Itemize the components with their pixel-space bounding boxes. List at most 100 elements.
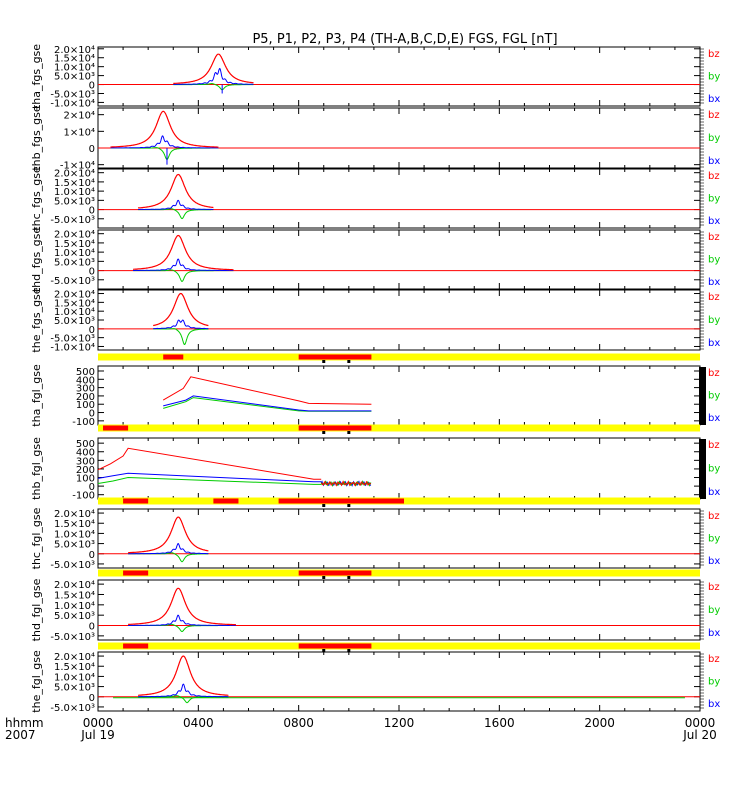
y-tick-label: 5.0×10³ [54, 316, 95, 327]
series-by [153, 328, 209, 345]
y-tick-label: -100 [72, 417, 95, 428]
y-axis-label: the_fgs_gse [30, 287, 43, 352]
legend-bz: bz [708, 511, 720, 522]
panel-frame [97, 107, 701, 169]
y-tick-label: 0 [89, 206, 95, 217]
y-tick-label: 0 [89, 622, 95, 633]
status-bar-segment [123, 498, 149, 504]
y-tick-label: 2.0×10⁴ [54, 169, 95, 180]
y-axis-label: thd_fgl_gse [30, 578, 43, 641]
series-by [97, 476, 322, 485]
status-bar-segment [298, 425, 372, 431]
time-axis-label-hhmm: hhmm [5, 716, 44, 730]
series-bz [97, 447, 322, 480]
y-tick-label: 2.0×10⁴ [54, 580, 95, 591]
series-bz [162, 376, 372, 405]
y-axis-label: thb_fgs_gse [30, 105, 43, 171]
y-tick-label: -5.0×10³ [50, 334, 95, 345]
legend-bz: bz [708, 368, 720, 379]
legend-by: by [708, 133, 720, 144]
series-bx [153, 319, 209, 330]
y-tick-label: 1.5×10⁴ [54, 54, 95, 65]
series-by [138, 208, 214, 220]
y-tick-label: 500 [76, 439, 95, 450]
status-bar-segment [163, 354, 184, 360]
y-tick-label: 200 [76, 465, 95, 476]
y-tick-label: 5.0×10³ [54, 196, 95, 207]
series-bz [152, 292, 209, 327]
y-tick-label: 0 [89, 482, 95, 493]
y-tick-label: -5.0×10³ [50, 703, 95, 714]
series-bx [173, 67, 254, 85]
y-tick-label: 300 [76, 384, 95, 395]
status-bar-marker [322, 504, 326, 507]
panel-thb_fgs_gse: 2×10⁴ 1×10⁴ 0 -1×10⁴ thb_fgs_gse bz by bx [30, 105, 720, 172]
status-bar-segment [298, 643, 372, 649]
panel-frame [97, 365, 701, 426]
status-bar-marker [322, 360, 326, 363]
noise-series [320, 480, 372, 488]
y-tick-label: 0 [89, 409, 95, 420]
y-tick-label: 1.0×10⁴ [54, 248, 95, 259]
panel-frame [97, 46, 701, 107]
status-bar-marker [322, 576, 326, 579]
legend-bz: bz [708, 582, 720, 593]
series-bz [138, 655, 229, 696]
legend-by: by [708, 315, 720, 326]
series-bz [128, 587, 236, 626]
panel-tha_fgs_gse: 2.0×10⁴1.5×10⁴1.0×10⁴5.0×10³0-5.0×10³-1.… [30, 44, 720, 110]
legend-bx: bx [708, 699, 720, 710]
y-tick-label: 1.0×10⁴ [54, 529, 95, 540]
legend-bz: bz [708, 49, 720, 60]
y-tick-label: 0 [89, 81, 95, 92]
status-bar-segment [103, 425, 129, 431]
y-tick-label: -5.0×10³ [50, 560, 95, 571]
series-bz [173, 53, 254, 84]
right-block [699, 367, 706, 425]
y-tick-label: 0 [89, 325, 95, 336]
y-tick-label: 300 [76, 456, 95, 467]
x-tick-label: 0800 [283, 716, 314, 730]
x-tick-date: Jul 19 [80, 728, 115, 742]
status-bar [98, 353, 700, 361]
y-tick-label: 1.0×10⁴ [54, 672, 95, 683]
status-bar-marker [347, 649, 351, 652]
y-tick-label: 1.0×10⁴ [54, 307, 95, 318]
legend-bz: bz [708, 110, 720, 121]
series-by [133, 269, 234, 282]
legend-bx: bx [708, 277, 720, 288]
status-bar-marker [347, 431, 351, 434]
series-bx [138, 683, 229, 698]
noise-series [320, 480, 372, 487]
x-tick-label: 1200 [384, 716, 415, 730]
legend-bz: bz [708, 171, 720, 182]
legend-by: by [708, 534, 720, 545]
panel-frame [97, 289, 701, 351]
legend-bx: bx [708, 216, 720, 227]
series-bx [138, 199, 214, 210]
legend-bx: bx [708, 413, 720, 424]
status-bar-marker [322, 431, 326, 434]
status-bar-marker [322, 649, 326, 652]
y-tick-label: 1.0×10⁴ [54, 63, 95, 74]
series-bx [133, 258, 234, 271]
panel-frame [97, 437, 701, 500]
time-axis-label-year: 2007 [5, 728, 36, 742]
y-tick-label: -1.0×10⁴ [50, 98, 95, 109]
y-tick-label: 2.0×10⁴ [54, 290, 95, 301]
y-tick-label: -5.0×10³ [50, 89, 95, 100]
y-axis-label: tha_fgs_gse [30, 44, 43, 109]
y-tick-label: 0 [89, 550, 95, 561]
legend-by: by [708, 464, 720, 475]
legend-bx: bx [708, 487, 720, 498]
right-block [699, 439, 706, 499]
legend-bx: bx [708, 94, 720, 105]
series-bz [133, 234, 234, 271]
y-tick-label: 0 [89, 267, 95, 278]
y-axis-label: thc_fgl_gse [30, 507, 43, 569]
x-tick-date: Jul 20 [682, 728, 717, 742]
